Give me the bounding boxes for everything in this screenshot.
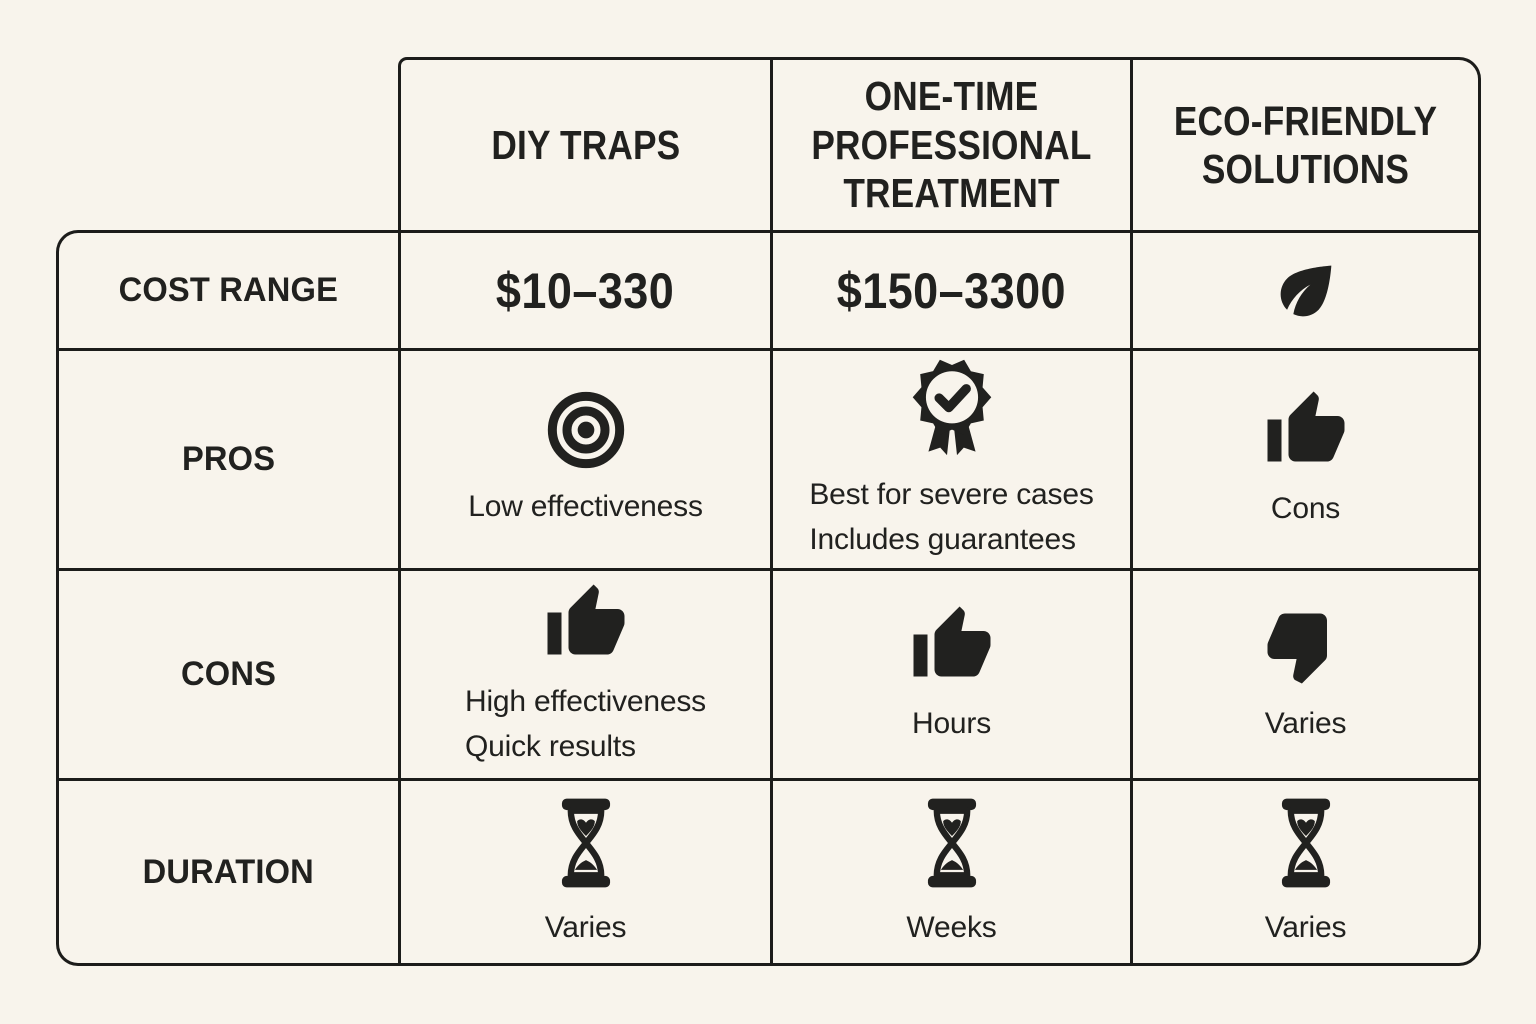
column-header-diy-traps: DIY TRAPS bbox=[398, 57, 770, 230]
row-label: COST RANGE bbox=[118, 271, 339, 309]
thumbs-up-icon bbox=[1264, 388, 1348, 472]
row-label: PROS bbox=[181, 440, 276, 478]
cell-text-line: Cons bbox=[1270, 492, 1341, 525]
cell-pros-professional: Best for severe cases Includes guarantee… bbox=[770, 348, 1130, 568]
thumbs-up-icon bbox=[910, 603, 994, 687]
cell-text-line: Best for severe cases bbox=[809, 477, 1094, 511]
thumbs-down-icon bbox=[1264, 603, 1348, 687]
cell-text-line: Hours bbox=[911, 707, 992, 740]
cell-cons-professional: Hours bbox=[770, 568, 1130, 778]
column-header-professional-treatment: ONE-TIME PROFESSIONAL TREATMENT bbox=[770, 57, 1130, 230]
cell-text-line: Varies bbox=[544, 910, 627, 944]
cell-text: Best for severe cases Includes guarantee… bbox=[809, 472, 1093, 562]
column-header-label: ECO-FRIENDLY SOLUTIONS bbox=[1173, 97, 1438, 192]
cell-text: Low effectiveness bbox=[468, 484, 703, 529]
cell-cost-eco-friendly bbox=[1130, 230, 1481, 348]
cell-cost-diy-traps: $10–330 bbox=[398, 230, 770, 348]
cell-duration-professional: Weeks bbox=[770, 778, 1130, 966]
thumbs-up-icon bbox=[544, 581, 628, 665]
cell-text-line: High effectiveness bbox=[465, 684, 706, 718]
column-header-label: ONE-TIME PROFESSIONAL TREATMENT bbox=[811, 73, 1092, 217]
hourglass-icon bbox=[1268, 795, 1344, 891]
cell-text: Varies bbox=[1265, 701, 1347, 746]
row-label-pros: PROS bbox=[56, 348, 398, 568]
cell-text: Cons bbox=[1271, 486, 1340, 531]
cell-text-line: Weeks bbox=[906, 910, 997, 944]
cell-duration-diy-traps: Varies bbox=[398, 778, 770, 966]
target-icon bbox=[546, 390, 626, 470]
cell-pros-eco-friendly: Cons bbox=[1130, 348, 1481, 568]
cost-value: $150–3300 bbox=[836, 262, 1067, 319]
hourglass-icon bbox=[914, 795, 990, 891]
cell-text: Varies bbox=[1265, 905, 1347, 950]
cell-text: Varies bbox=[545, 905, 627, 950]
table-corner-spacer bbox=[56, 57, 398, 230]
row-label-duration: DURATION bbox=[56, 778, 398, 966]
cell-text-line: Includes guarantees bbox=[809, 522, 1076, 556]
cell-cons-diy-traps: High effectiveness Quick results bbox=[398, 568, 770, 778]
hourglass-icon bbox=[548, 795, 624, 891]
cell-text-line: Varies bbox=[1264, 707, 1347, 740]
cell-cons-eco-friendly: Varies bbox=[1130, 568, 1481, 778]
cell-text: High effectiveness Quick results bbox=[465, 679, 706, 769]
cell-duration-eco-friendly: Varies bbox=[1130, 778, 1481, 966]
comparison-table: DIY TRAPS ONE-TIME PROFESSIONAL TREATMEN… bbox=[56, 57, 1481, 966]
cell-text-line: Quick results bbox=[465, 729, 636, 763]
column-header-eco-friendly: ECO-FRIENDLY SOLUTIONS bbox=[1130, 57, 1481, 230]
row-label: CONS bbox=[180, 655, 277, 693]
row-label-cost-range: COST RANGE bbox=[56, 230, 398, 348]
cell-text-line: Varies bbox=[1264, 910, 1347, 944]
row-label-cons: CONS bbox=[56, 568, 398, 778]
column-header-label: DIY TRAPS bbox=[490, 121, 680, 168]
award-check-icon bbox=[908, 358, 996, 458]
cell-text: Hours bbox=[912, 701, 991, 746]
leaf-icon bbox=[1268, 253, 1344, 329]
cell-pros-diy-traps: Low effectiveness bbox=[398, 348, 770, 568]
cell-text-line: Low effectiveness bbox=[468, 490, 703, 523]
cell-text: Weeks bbox=[906, 905, 996, 950]
cost-value: $10–330 bbox=[496, 262, 675, 319]
cell-cost-professional: $150–3300 bbox=[770, 230, 1130, 348]
row-label: DURATION bbox=[142, 852, 315, 891]
